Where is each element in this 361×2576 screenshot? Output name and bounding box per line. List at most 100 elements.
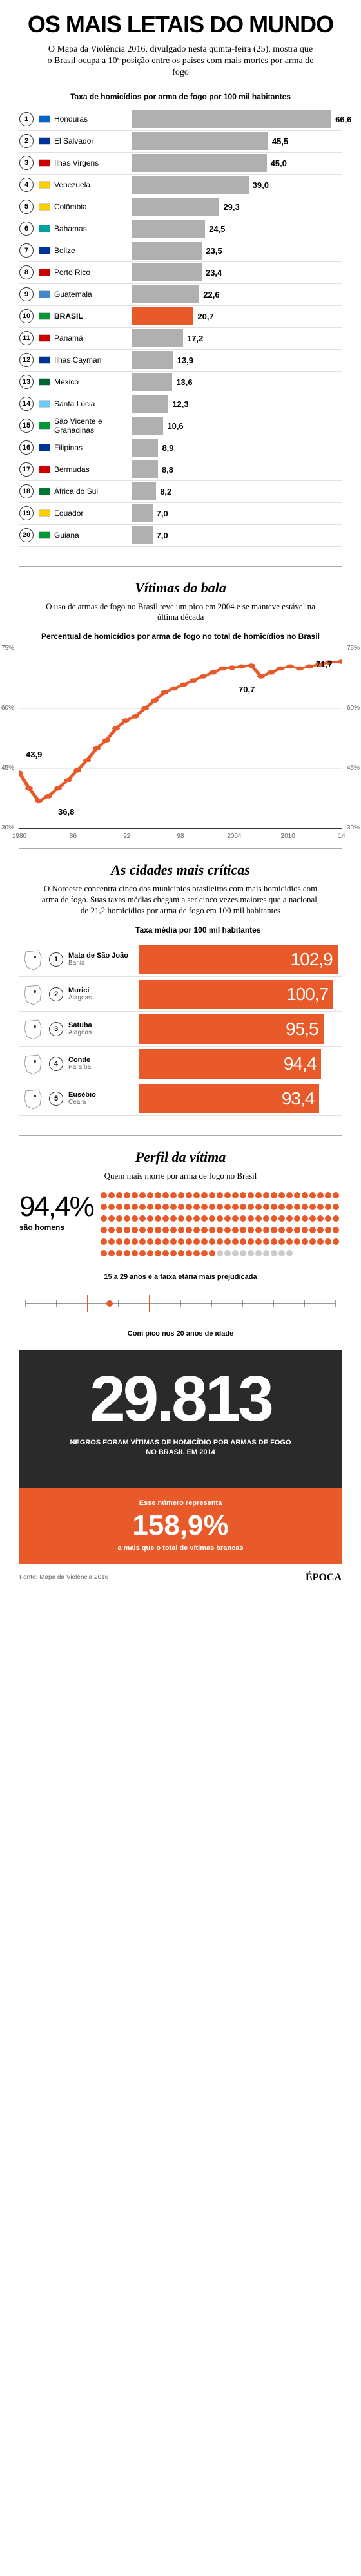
person-dot [155,1215,161,1222]
flag-icon [39,400,50,408]
city-name: Mata de São João [68,952,139,960]
age-label: 15 a 29 anos é a faixa etária mais preju… [19,1273,342,1281]
bar [132,198,219,216]
section2-title: Vítimas da bala [19,580,342,596]
flag-icon [39,159,50,167]
person-dot [209,1227,215,1233]
person-dot [209,1250,215,1256]
person-dot [255,1192,262,1198]
country-row: 17 Bermudas 8,8 [19,459,342,481]
person-dot [317,1227,324,1233]
bar-value: 22,6 [203,290,219,299]
person-dot [263,1192,269,1198]
person-dot [333,1238,339,1245]
person-dot [271,1250,277,1256]
country-name: Santa Lúcia [54,399,132,408]
rank-badge: 17 [19,462,34,477]
person-dot [302,1204,308,1210]
bar [132,439,158,457]
person-dot [224,1227,231,1233]
person-dot [162,1227,169,1233]
flag-icon [39,378,50,386]
person-dot [178,1215,184,1222]
person-dot [294,1204,300,1210]
mini-map-icon [19,981,45,1007]
bar-value: 23,4 [206,268,222,278]
bar-value: 102,9 [291,949,333,970]
person-dot [255,1238,262,1245]
flag-icon [39,466,50,473]
bar [132,329,183,347]
person-dot [302,1192,308,1198]
bar [132,417,163,435]
rank-badge: 6 [19,222,34,236]
country-name: Equador [54,509,132,518]
data-label: 71,7 [316,659,332,669]
person-dot [108,1192,115,1198]
person-dot [255,1227,262,1233]
person-dot [147,1215,153,1222]
orange-text: a mais que o total de vítimas brancas [32,1544,329,1552]
person-dot [201,1227,208,1233]
main-title: OS MAIS LETAIS DO MUNDO [19,13,342,36]
bar [132,132,268,150]
person-dot [232,1204,239,1210]
rank-badge: 13 [19,375,34,389]
person-dot [325,1238,331,1245]
person-dot [309,1192,316,1198]
person-dot [108,1227,115,1233]
country-name: Guatemala [54,290,132,299]
person-dot [186,1204,192,1210]
section4-title: Perfil da vítima [19,1149,342,1166]
profile-pct: 94,4% [19,1191,93,1223]
main-subtitle: O Mapa da Violência 2016, divulgado nest… [45,44,316,79]
person-dot [124,1204,130,1210]
person-dot [201,1238,208,1245]
bar-value: 94,4 [284,1054,317,1074]
person-dot [271,1238,277,1245]
bar [132,154,267,172]
person-dot [278,1238,285,1245]
person-dot [147,1227,153,1233]
person-dot [101,1250,107,1256]
orange-intro: Esse número representa [32,1499,329,1507]
country-name: Panamá [54,334,132,343]
bar [132,373,172,391]
city-name: Murici [68,987,139,994]
peak-label: Com pico nos 20 anos de idade [19,1330,342,1338]
flag-icon [39,203,50,211]
bar [132,285,199,303]
person-dot [232,1238,239,1245]
person-dot [286,1204,293,1210]
bar-value: 13,9 [177,355,193,365]
section3-title: As cidades mais críticas [19,862,342,878]
country-name: México [54,377,132,386]
person-dot [132,1204,138,1210]
country-name: Honduras [54,115,132,124]
person-dot [139,1204,146,1210]
person-dot [325,1204,331,1210]
countries-bar-chart: 1 Honduras 66,6 2 El Salvador 45,5 3 Ilh… [19,109,342,547]
bar [132,351,173,369]
person-dot [263,1227,269,1233]
person-dot [248,1215,254,1222]
person-dot [162,1192,169,1198]
person-dot [116,1250,122,1256]
person-dot [309,1215,316,1222]
bar [132,526,153,544]
rank-badge: 20 [19,528,34,542]
person-dot [139,1250,146,1256]
bar-value: 7,0 [157,509,168,518]
bar [132,504,153,522]
person-dot [271,1215,277,1222]
chart2-label: Percentual de homicídios por arma de fog… [19,632,342,641]
flag-icon [39,531,50,539]
person-dot [178,1192,184,1198]
bar [132,307,193,325]
person-dot [116,1204,122,1210]
city-state: Alagoas [68,1029,139,1036]
data-label: 36,8 [58,807,74,817]
person-dot [325,1192,331,1198]
country-row: 11 Panamá 17,2 [19,328,342,350]
person-dot [224,1250,231,1256]
